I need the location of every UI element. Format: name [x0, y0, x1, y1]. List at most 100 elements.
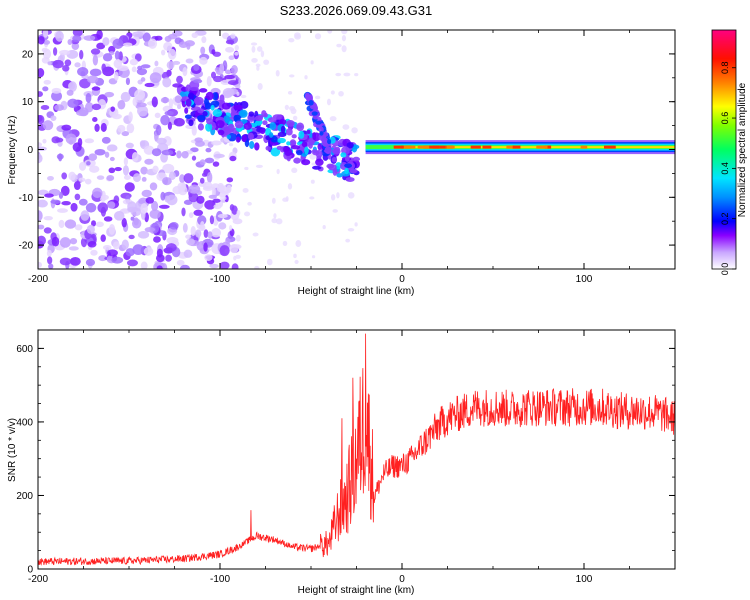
spectrogram-noise-blob: [121, 239, 129, 250]
spectrogram-noise-blob: [186, 42, 191, 50]
spectrogram-noise-blob: [172, 83, 183, 88]
spectrogram-noise-blob: [80, 210, 90, 221]
steady-tone-red-segment: [580, 145, 588, 149]
spectrogram-noise-blob: [336, 43, 342, 48]
spectrogram-noise-blob: [121, 131, 130, 137]
spectrogram-band-blob: [226, 134, 232, 140]
spectrogram-band-blob: [243, 122, 252, 130]
spectrogram-noise-blob: [160, 191, 166, 201]
spectrogram-band-blob: [254, 115, 263, 122]
spectrogram-noise-blob: [191, 32, 198, 39]
chart-title: S233.2026.069.09.43.G31: [280, 3, 433, 18]
y-tick-label: 10: [22, 97, 34, 108]
spectrogram-band-blob: [184, 107, 189, 114]
spectrogram-band-blob: [312, 165, 322, 170]
spectrogram-noise-blob: [68, 246, 79, 251]
spectrogram-noise-blob: [256, 65, 260, 71]
spectrogram-noise-blob: [140, 77, 146, 82]
spectrogram-noise-blob: [177, 104, 182, 110]
spectrogram-noise-blob: [227, 80, 239, 86]
spectrogram-noise-blob: [195, 140, 205, 147]
spectrogram-band-blob: [331, 156, 337, 163]
spectrogram-noise-blob: [97, 202, 109, 214]
spectrogram-noise-blob: [217, 213, 228, 219]
spectrogram-noise-blob: [86, 161, 91, 166]
spectrogram-noise-blob: [354, 72, 359, 77]
spectrogram-noise-blob: [89, 68, 102, 77]
spectrogram-noise-blob: [151, 200, 159, 212]
spectrogram-noise-blob: [145, 197, 155, 204]
spectrogram-noise-blob: [243, 211, 251, 217]
spectrogram-noise-blob: [292, 115, 298, 121]
spectrogram-noise-blob: [42, 120, 54, 131]
spectrogram-noise-blob: [138, 199, 146, 204]
spectrogram-noise-blob: [191, 155, 197, 161]
spectrogram-noise-blob: [188, 192, 199, 203]
spectrogram-band-blob: [234, 114, 242, 120]
spectrogram-band-blob: [219, 94, 225, 104]
spectrogram-noise-blob: [310, 60, 314, 65]
spectrogram-noise-blob: [282, 197, 289, 202]
spectrogram-noise-blob: [256, 46, 263, 52]
spectrogram-band-blob: [344, 167, 349, 175]
spectrogram-noise-blob: [128, 234, 135, 240]
spectrogram-noise-blob: [260, 50, 265, 58]
spectrogram-noise-blob: [156, 137, 167, 145]
spectrogram-noise-blob: [229, 244, 239, 254]
spectrogram-noise-blob: [61, 201, 71, 206]
spectrogram-noise-blob: [59, 257, 72, 266]
colorbar-ticks: 0.0 0.2 0.4 0.6 0.8: [720, 61, 736, 275]
spectrogram-noise-blob: [183, 249, 193, 258]
spectrogram-noise-blob: [111, 113, 122, 120]
spectrogram-noise-blob: [225, 39, 235, 45]
spectrogram-noise-blob: [154, 35, 163, 41]
steady-tone-red-segment: [470, 145, 481, 149]
spectrogram-noise-blob: [78, 177, 86, 183]
spectrogram-noise-blob: [338, 90, 344, 97]
spectrogram-noise-blob: [126, 123, 135, 134]
spectrogram-band-blob: [272, 114, 283, 119]
spectrogram-noise-blob: [160, 49, 166, 56]
spectrogram-noise-blob: [231, 263, 239, 269]
spectrogram-noise-blob: [123, 175, 131, 180]
spectrogram-noise-blob: [134, 89, 146, 101]
spectrogram-noise-blob: [106, 144, 118, 152]
spectrogram-noise-blob: [255, 164, 263, 168]
spectrogram-band-blob: [270, 147, 281, 157]
spectrogram-noise-blob: [58, 219, 65, 229]
top-x-axis-label: Height of straight line (km): [298, 286, 415, 297]
colorbar-tick-label: 0.2: [720, 212, 730, 225]
spectrogram-noise-blob: [247, 201, 252, 206]
spectrogram-band-blob: [277, 137, 286, 144]
spectrogram-noise-blob: [163, 41, 173, 51]
spectrogram-noise-blob: [86, 224, 95, 234]
spectrogram-noise-blob: [220, 195, 227, 201]
spectrogram-noise-blob: [236, 209, 241, 216]
spectrogram-noise-blob: [144, 226, 156, 233]
spectrogram-noise-blob: [188, 212, 194, 218]
x-tick-label: -100: [210, 274, 230, 285]
spectrogram-noise-blob: [151, 148, 162, 157]
spectrogram-noise-blob: [38, 261, 43, 268]
spectrogram-band-blob: [289, 139, 297, 147]
spectrogram-band-blob: [318, 133, 327, 141]
spectrogram-noise-blob: [51, 236, 60, 247]
spectrogram-noise-blob: [109, 156, 115, 162]
spectrogram-band-blob: [260, 128, 266, 134]
steady-tone-red-segment: [432, 145, 440, 149]
y-tick-label: 200: [16, 491, 33, 502]
spectrogram-noise-blob: [211, 49, 216, 55]
spectrogram-noise-blob: [52, 59, 64, 69]
spectrogram-noise-blob: [38, 153, 43, 164]
x-tick-label: -200: [28, 574, 48, 585]
spectrogram-band-blob: [345, 177, 355, 182]
spectrogram-noise-blob: [224, 74, 236, 80]
colorbar-tick-label: 0.0: [720, 263, 730, 276]
spectrogram-noise-blob: [330, 194, 336, 201]
y-tick-label: -20: [19, 241, 34, 252]
spectrogram-noise-blob: [190, 147, 199, 153]
spectrogram-noise-blob: [294, 32, 301, 39]
spectrogram-noise-blob: [90, 48, 101, 55]
spectrogram-noise-blob: [255, 63, 261, 68]
